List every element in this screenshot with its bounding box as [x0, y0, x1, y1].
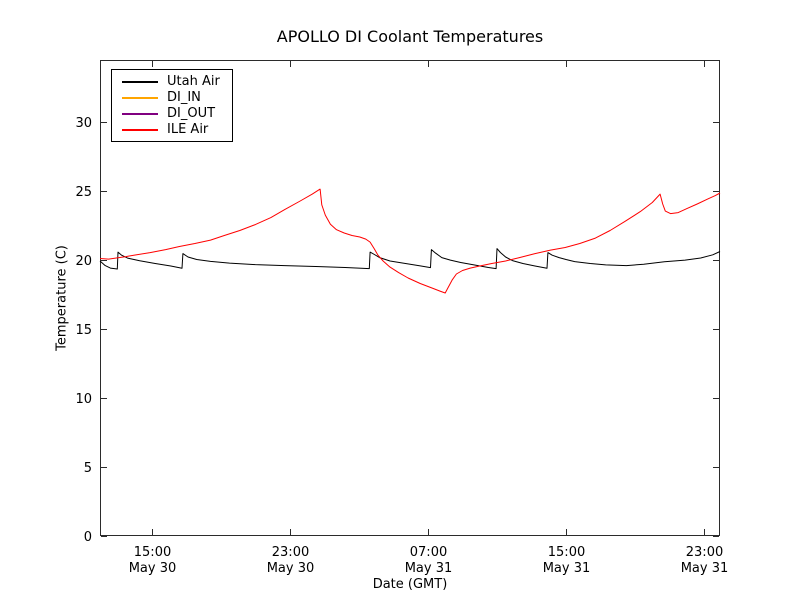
legend-item-ile-air: ILE Air: [112, 122, 232, 138]
legend-item-di-in: DI_IN: [112, 90, 232, 106]
legend-line-sample-di-out: [122, 113, 158, 115]
chart-title: APOLLO DI Coolant Temperatures: [276, 27, 544, 46]
legend-item-di-out: DI_OUT: [112, 106, 232, 122]
x-tick-label: 07:00 May 31: [405, 545, 453, 576]
legend-item-utah-air: Utah Air: [112, 74, 232, 90]
axes-frame: [100, 60, 720, 536]
y-tick-label: 10: [75, 392, 92, 407]
x-tick-label: 15:00 May 30: [129, 545, 177, 576]
series-line-ile-air: [99, 188, 721, 294]
legend-line-sample-utah-air: [122, 81, 158, 83]
y-axis-title: Temperature (C): [54, 245, 70, 351]
y-tick-label: 30: [75, 116, 92, 131]
x-tick-label: 23:00 May 30: [267, 545, 315, 576]
legend-line-sample-di-in: [122, 97, 158, 99]
legend-line-sample-ile-air: [122, 129, 158, 131]
legend-label: DI_OUT: [167, 106, 216, 121]
y-tick-label: 0: [84, 530, 92, 545]
legend: Utah Air DI_IN DI_OUT ILE Air: [111, 69, 233, 142]
legend-label: DI_IN: [167, 90, 201, 105]
y-tick-label: 5: [84, 461, 92, 476]
x-tick-label: 15:00 May 31: [543, 545, 591, 576]
y-tick-label: 20: [75, 254, 92, 269]
legend-label: Utah Air: [167, 74, 220, 89]
y-tick-label: 25: [75, 185, 92, 200]
series-line-utah-air: [99, 248, 721, 270]
x-tick-label: 23:00 May 31: [681, 545, 729, 576]
y-tick-label: 15: [75, 323, 92, 338]
legend-label: ILE Air: [167, 122, 209, 137]
x-axis-title: Date (GMT): [372, 577, 448, 592]
